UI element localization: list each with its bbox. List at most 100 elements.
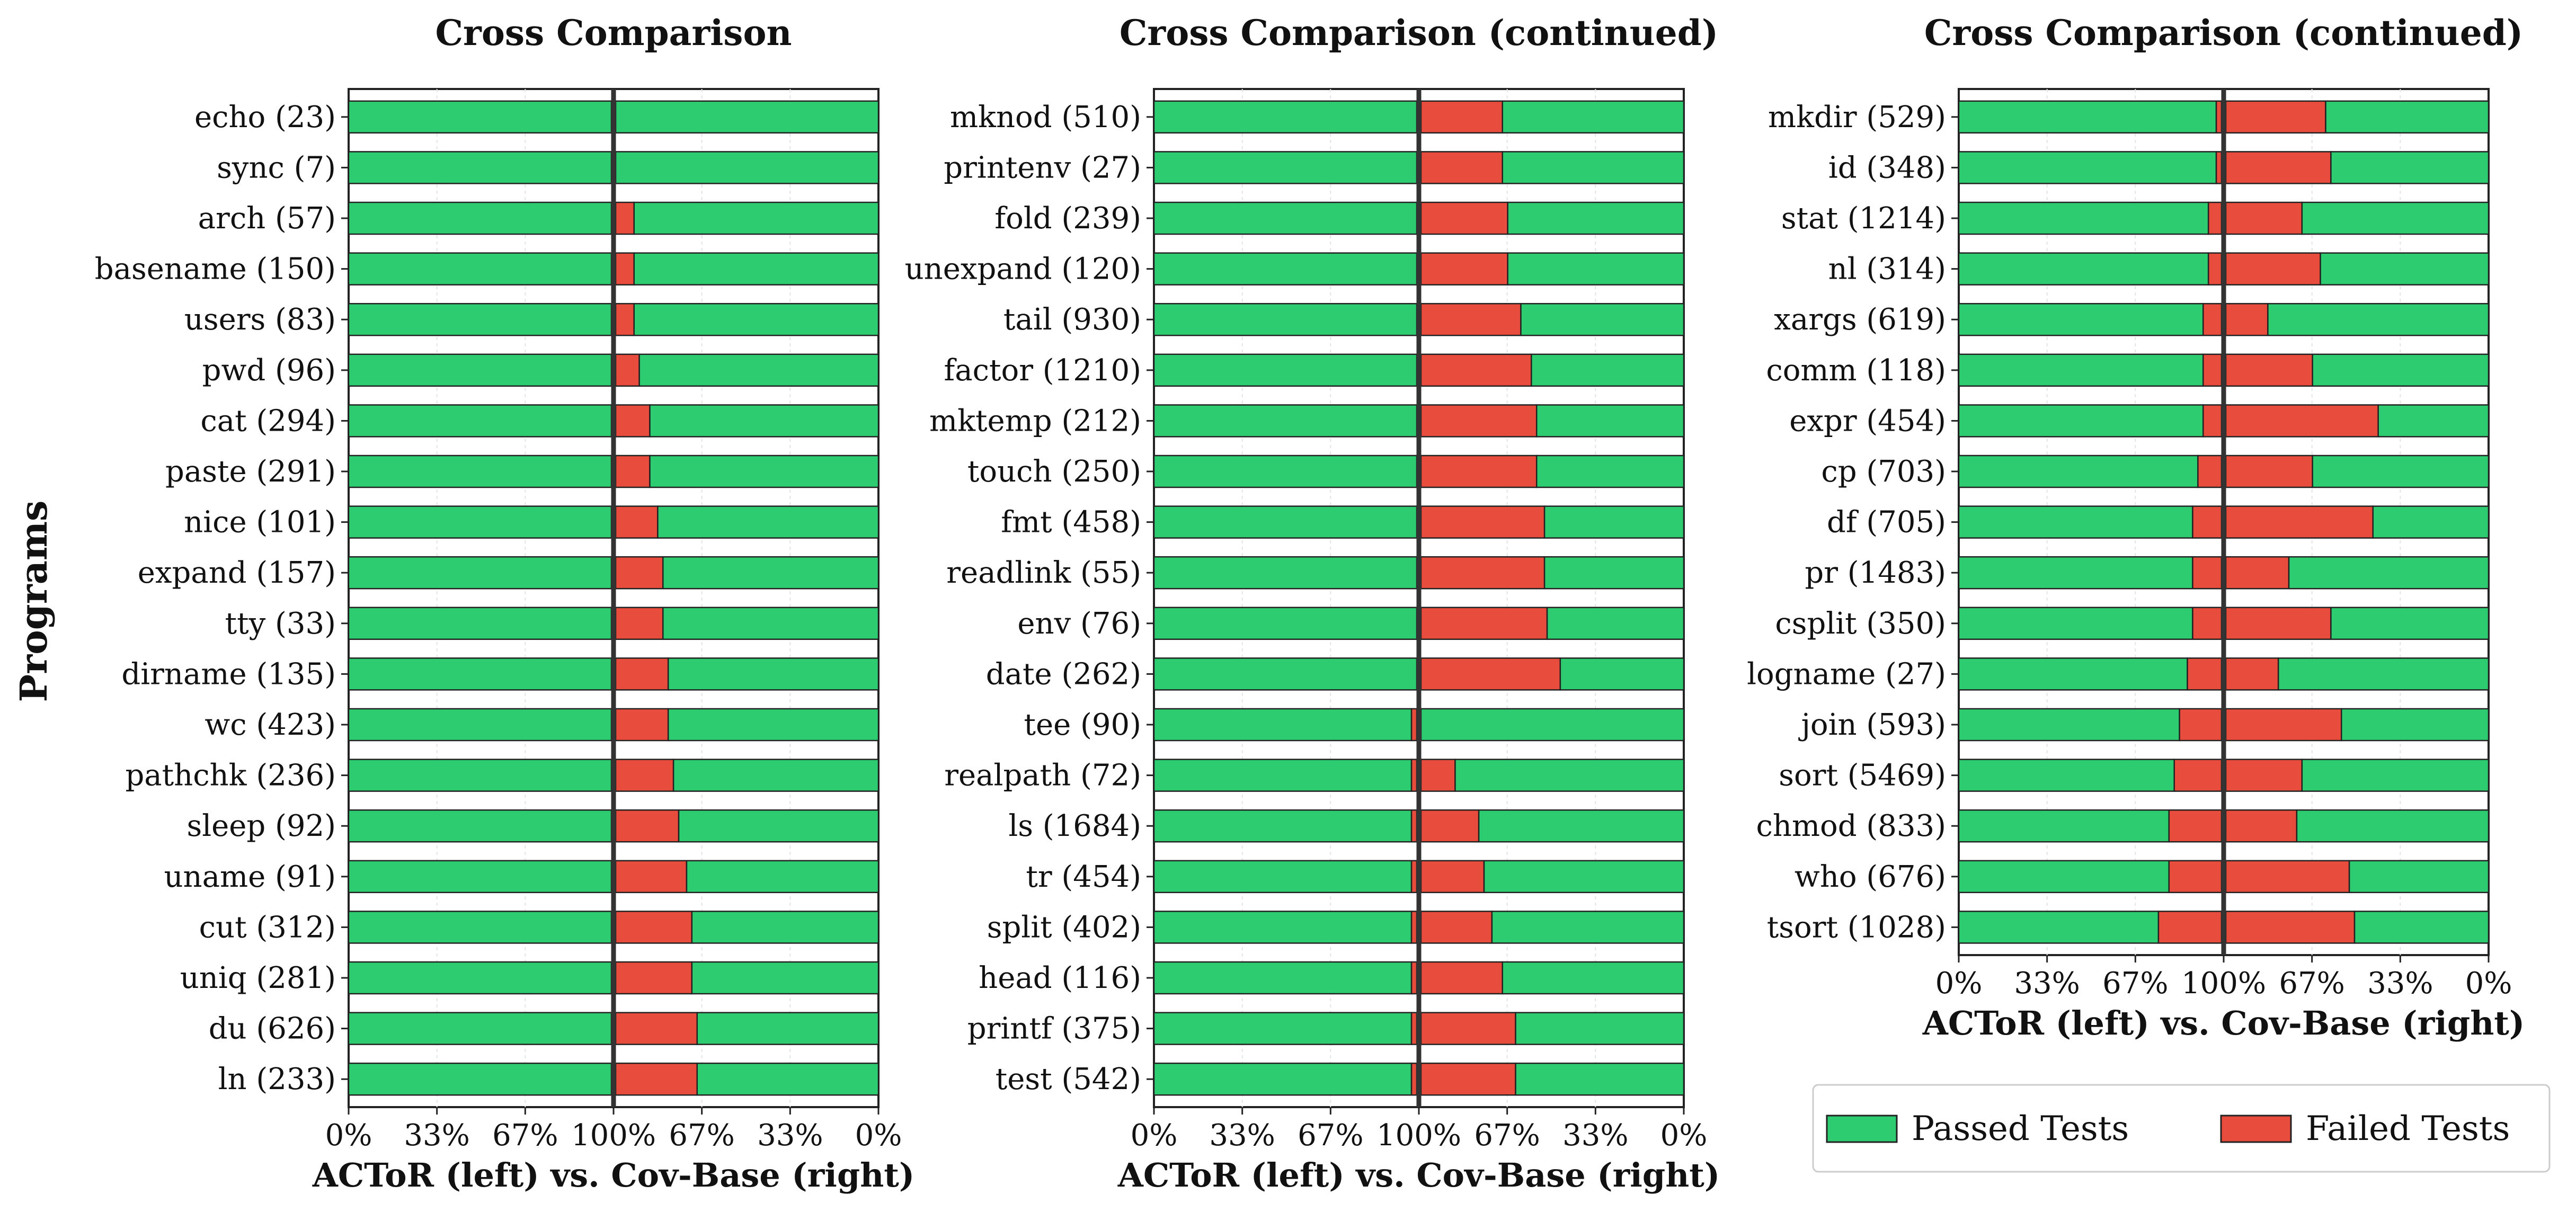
covbase-failed-bar [1420, 860, 1485, 894]
actor-passed-bar [348, 505, 612, 539]
bar-row: tty (33) [225, 607, 880, 641]
bar-row: ln (233) [218, 1062, 880, 1097]
actor-passed-bar [1153, 404, 1418, 438]
program-label: env (76) [1017, 607, 1141, 641]
covbase-passed-bar [2312, 353, 2490, 387]
covbase-failed-bar [615, 505, 659, 539]
bar-row: xargs (619) [1774, 302, 2490, 337]
program-label: who (676) [1795, 860, 1946, 894]
program-label: tty (33) [225, 607, 336, 641]
covbase-failed-bar [615, 556, 664, 590]
bar-row: date (262) [986, 657, 1685, 691]
actor-passed-bar [348, 759, 612, 792]
x-tick-label: 33% [404, 1118, 469, 1153]
program-label: dirname (135) [121, 657, 336, 691]
covbase-passed-bar [1507, 201, 1685, 235]
program-label: expr (454) [1789, 404, 1946, 438]
x-axis-label: ACToR (left) vs. Cov-Base (right) [312, 1156, 915, 1195]
covbase-passed-bar [1502, 151, 1685, 184]
actor-passed-bar [1958, 759, 2175, 792]
covbase-passed-bar [1520, 302, 1685, 336]
actor-passed-bar [1153, 454, 1418, 488]
covbase-failed-bar [615, 708, 669, 742]
bar-row: readlink (55) [946, 556, 1685, 590]
covbase-failed-bar [1420, 1062, 1516, 1096]
covbase-passed-bar [2301, 759, 2490, 792]
actor-passed-bar [348, 201, 612, 235]
covbase-failed-bar [2225, 708, 2342, 742]
covbase-passed-bar [2296, 809, 2490, 843]
actor-passed-bar [348, 860, 612, 894]
covbase-failed-bar [1420, 100, 1504, 134]
program-label: date (262) [986, 657, 1141, 691]
x-tick-label: 0% [1935, 966, 1983, 1001]
program-label: logname (27) [1747, 657, 1946, 691]
bar-row: nice (101) [184, 505, 880, 540]
actor-failed-bar [2215, 151, 2223, 184]
bar-row: nl (314) [1828, 252, 2490, 287]
covbase-failed-bar [1420, 404, 1538, 438]
legend-frame [1812, 1084, 2551, 1173]
actor-passed-bar [1153, 607, 1418, 640]
legend-swatch-passed [1826, 1115, 1898, 1143]
program-label: cp (703) [1821, 454, 1946, 489]
actor-failed-bar [2192, 556, 2223, 590]
actor-passed-bar [1958, 404, 2204, 438]
actor-failed-bar [2215, 100, 2223, 134]
actor-passed-bar [348, 100, 612, 134]
covbase-failed-bar [1420, 657, 1561, 691]
covbase-passed-bar [2330, 607, 2490, 640]
actor-failed-bar [2192, 505, 2223, 539]
y-axis-label: Programs [12, 501, 56, 702]
bar-row: arch (57) [198, 201, 880, 236]
covbase-passed-bar [2377, 404, 2490, 438]
covbase-passed-bar [615, 151, 880, 184]
covbase-passed-bar [2320, 252, 2490, 286]
covbase-passed-bar [691, 961, 880, 995]
x-tick-label: 33% [2014, 966, 2080, 1001]
covbase-passed-bar [1483, 860, 1685, 894]
panel-2: Cross Comparison (continued) mknod (510) p… [905, 12, 1720, 1195]
x-tick-label: 33% [1562, 1118, 1628, 1153]
actor-failed-bar [1410, 1062, 1418, 1096]
legend-entry: Passed Tests [1912, 1109, 2129, 1148]
program-label: cat (294) [200, 404, 336, 438]
bar-row: uname (91) [164, 860, 880, 894]
actor-failed-bar [2157, 911, 2223, 944]
covbase-failed-bar [1420, 961, 1504, 995]
covbase-failed-bar [2225, 505, 2374, 539]
program-label: cut (312) [199, 910, 336, 944]
bar-row: fmt (458) [1001, 505, 1685, 540]
actor-passed-bar [1153, 961, 1413, 995]
actor-passed-bar [1958, 607, 2193, 640]
bar-row: mktemp (212) [929, 404, 1685, 438]
bar-row: du (626) [209, 1012, 880, 1046]
covbase-passed-bar [1454, 759, 1685, 792]
program-label: echo (23) [194, 100, 336, 135]
covbase-failed-bar [615, 353, 640, 387]
covbase-passed-bar [1543, 505, 1685, 539]
bar-row: pwd (96) [202, 353, 880, 388]
program-label: expand (157) [138, 556, 336, 590]
covbase-passed-bar [1531, 353, 1685, 387]
covbase-failed-bar [1420, 556, 1545, 590]
bar-row: stat (1214) [1781, 201, 2490, 236]
program-label: uname (91) [164, 860, 336, 894]
bar-row: test (542) [996, 1062, 1685, 1097]
program-label: mktemp (212) [929, 404, 1141, 438]
covbase-failed-bar [2225, 556, 2290, 590]
actor-passed-bar [1958, 353, 2204, 387]
program-label: join (593) [1798, 708, 1946, 742]
covbase-passed-bar [2340, 708, 2490, 742]
program-label: basename (150) [95, 252, 336, 287]
actor-passed-bar [348, 151, 612, 184]
bar-row: df (705) [1827, 505, 2490, 540]
covbase-passed-bar [2277, 657, 2490, 691]
actor-passed-bar [348, 809, 612, 843]
bar-row: pathchk (236) [125, 759, 880, 793]
covbase-failed-bar [2225, 657, 2279, 691]
actor-failed-bar [2187, 657, 2223, 691]
covbase-passed-bar [1543, 556, 1685, 590]
x-tick-label: 0% [325, 1118, 372, 1153]
covbase-passed-bar [649, 454, 880, 488]
